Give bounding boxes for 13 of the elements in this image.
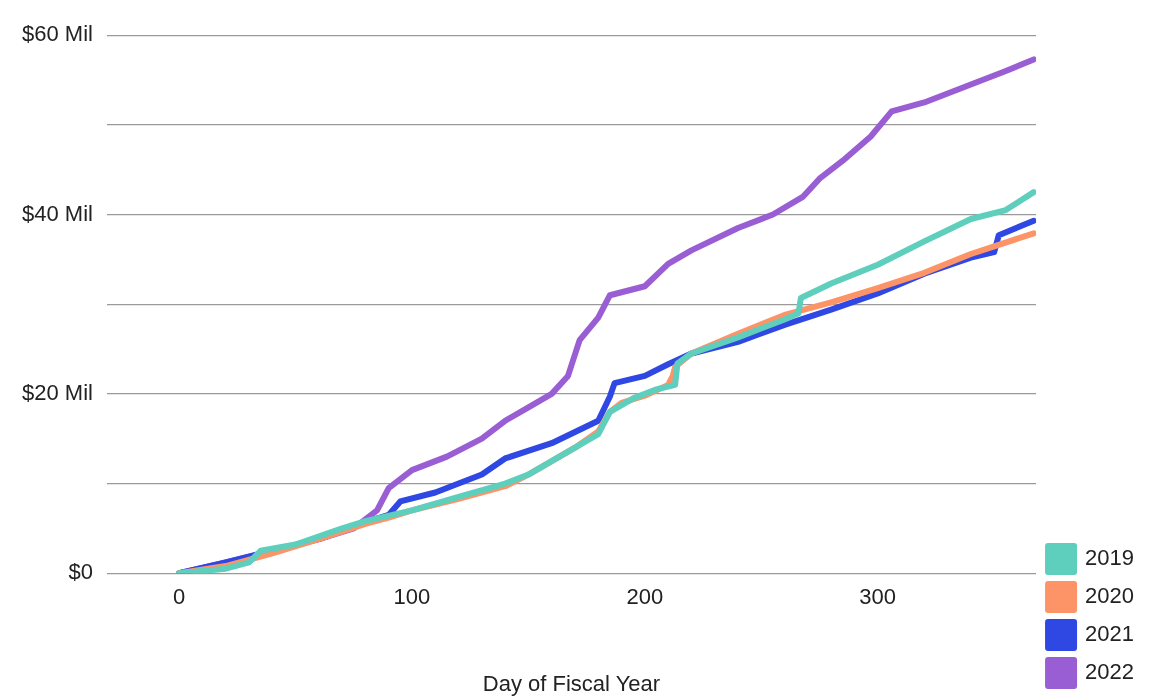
legend-label: 2020 <box>1085 583 1135 609</box>
y-tick-label: $0 <box>68 559 93 585</box>
x-tick-label: 200 <box>626 584 664 610</box>
y-tick-label: $20 Mil <box>22 379 93 405</box>
legend-label: 2021 <box>1085 621 1135 647</box>
legend-label: 2022 <box>1085 659 1135 685</box>
x-axis-title: Day of Fiscal Year <box>482 670 661 696</box>
legend-label: 2019 <box>1085 545 1135 571</box>
x-tick-label: 100 <box>393 584 431 610</box>
y-tick-label: $60 Mil <box>22 21 93 47</box>
y-tick-label: $40 Mil <box>22 200 93 226</box>
x-tick-label: 300 <box>859 584 897 610</box>
x-tick-label: 0 <box>172 584 186 610</box>
